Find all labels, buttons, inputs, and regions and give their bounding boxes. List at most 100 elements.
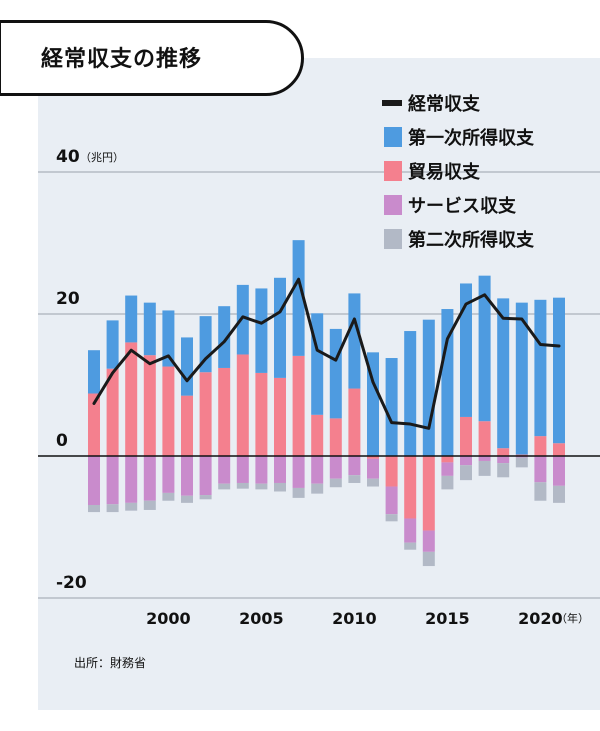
bar-primary_income-2018 [497, 298, 510, 449]
bar-secondary_income-2020 [534, 482, 547, 501]
x-tick-2015: 2015 [425, 609, 470, 628]
x-unit: （年） [556, 611, 589, 625]
y-tick--20: -20 [56, 573, 87, 593]
bar-secondary_income-1999 [143, 500, 156, 510]
legend-swatch-trade [384, 161, 402, 181]
bar-secondary_income-2013 [404, 542, 417, 550]
bar-primary_income-2009 [329, 328, 342, 419]
bar-secondary_income-2012 [385, 514, 398, 522]
bar-trade-2017 [478, 421, 491, 456]
bar-trade-2020 [534, 436, 547, 456]
bar-trade-2005 [255, 372, 268, 456]
bar-trade-2015 [441, 456, 454, 463]
bar-services-2008 [311, 456, 324, 484]
bar-secondary_income-2018 [497, 463, 510, 478]
bar-trade-2003 [218, 367, 231, 456]
bar-secondary_income-1997 [106, 504, 119, 513]
bar-secondary_income-2015 [441, 475, 454, 490]
legend-label-primary_income: 第一次所得収支 [408, 127, 535, 149]
bar-secondary_income-1996 [88, 504, 100, 513]
bar-secondary_income-2016 [460, 465, 472, 481]
bar-trade-2004 [236, 354, 249, 456]
y-tick-20: 20 [56, 289, 80, 309]
bar-trade-1996 [88, 393, 100, 456]
bar-services-1998 [125, 456, 138, 503]
bar-services-2007 [292, 456, 305, 488]
bar-trade-2002 [199, 372, 212, 456]
bar-secondary_income-2009 [329, 478, 342, 488]
x-tick-2010: 2010 [332, 609, 377, 628]
bar-primary_income-2010 [348, 293, 361, 389]
bar-primary_income-2005 [255, 288, 268, 373]
title-tab: 経常収支の推移 [0, 20, 304, 96]
bar-primary_income-1998 [125, 295, 138, 343]
bar-services-2014 [422, 530, 435, 552]
bar-trade-2009 [329, 418, 342, 456]
bar-primary_income-2020 [534, 299, 547, 437]
bar-secondary_income-2019 [515, 457, 528, 468]
bar-trade-2013 [404, 456, 417, 519]
bar-trade-2021 [553, 443, 565, 456]
bar-trade-2012 [385, 456, 398, 487]
bar-primary_income-2015 [441, 309, 454, 456]
legend-swatch-primary_income [384, 127, 402, 147]
bar-secondary_income-2000 [162, 492, 175, 501]
legend-swatch-secondary_income [384, 229, 402, 249]
chart-title: 経常収支の推移 [41, 47, 203, 72]
bar-primary_income-2007 [292, 240, 305, 356]
bar-services-2015 [441, 462, 454, 476]
bar-services-2017 [478, 456, 491, 461]
bar-secondary_income-2004 [236, 482, 249, 489]
bar-services-2001 [181, 456, 193, 496]
bar-trade-2007 [292, 355, 305, 456]
bar-primary_income-2002 [199, 316, 212, 373]
bar-primary_income-2004 [236, 284, 249, 355]
bar-services-1999 [143, 456, 156, 501]
bar-services-2005 [255, 456, 268, 484]
bar-services-1996 [88, 456, 100, 505]
bar-trade-2018 [497, 448, 510, 456]
legend-swatch-current_account [382, 100, 402, 106]
bar-trade-2001 [181, 395, 193, 456]
legend-swatch-services [384, 195, 402, 215]
bar-services-2011 [367, 458, 379, 479]
current-account-line [92, 277, 561, 430]
x-tick-2000: 2000 [146, 609, 191, 628]
bar-primary_income-1996 [88, 350, 100, 394]
bar-secondary_income-2003 [218, 483, 231, 490]
bar-primary_income-2017 [478, 275, 491, 422]
bar-services-2018 [497, 456, 510, 464]
bar-services-2000 [162, 456, 175, 493]
bar-primary_income-2021 [553, 297, 565, 444]
bar-services-2004 [236, 456, 249, 483]
bar-secondary_income-2005 [255, 483, 268, 490]
bar-secondary_income-2007 [292, 487, 305, 498]
bar-secondary_income-2002 [199, 495, 212, 500]
x-tick-2005: 2005 [239, 609, 284, 628]
bar-services-2020 [534, 456, 547, 483]
x-axis-ticks: 2000 2005 2010 2015 2020（年） [146, 609, 589, 628]
bar-services-2002 [199, 456, 212, 496]
y-axis-ticks: -20 0 20 40 （兆円） [56, 147, 124, 593]
bar-primary_income-2000 [162, 310, 175, 367]
bar-primary_income-2019 [515, 302, 528, 455]
bar-services-2021 [553, 456, 565, 486]
bar-services-2013 [404, 518, 417, 543]
bar-secondary_income-2010 [348, 475, 361, 483]
bar-primary_income-2014 [422, 319, 435, 456]
x-tick-2020: 2020 [518, 609, 563, 628]
bar-services-1997 [106, 456, 119, 505]
legend-label-services: サービス収支 [408, 195, 517, 217]
bar-trade-1998 [125, 342, 138, 456]
bar-services-2012 [385, 486, 398, 515]
bar-trade-2014 [422, 456, 435, 531]
bar-primary_income-1997 [106, 320, 119, 369]
bar-primary_income-1999 [143, 302, 156, 356]
bar-secondary_income-2017 [478, 460, 491, 476]
bar-services-2009 [329, 456, 342, 479]
bar-primary_income-2001 [181, 337, 193, 396]
bar-trade-2016 [460, 416, 472, 456]
bar-secondary_income-2021 [553, 485, 565, 503]
y-tick-0: 0 [56, 431, 68, 451]
